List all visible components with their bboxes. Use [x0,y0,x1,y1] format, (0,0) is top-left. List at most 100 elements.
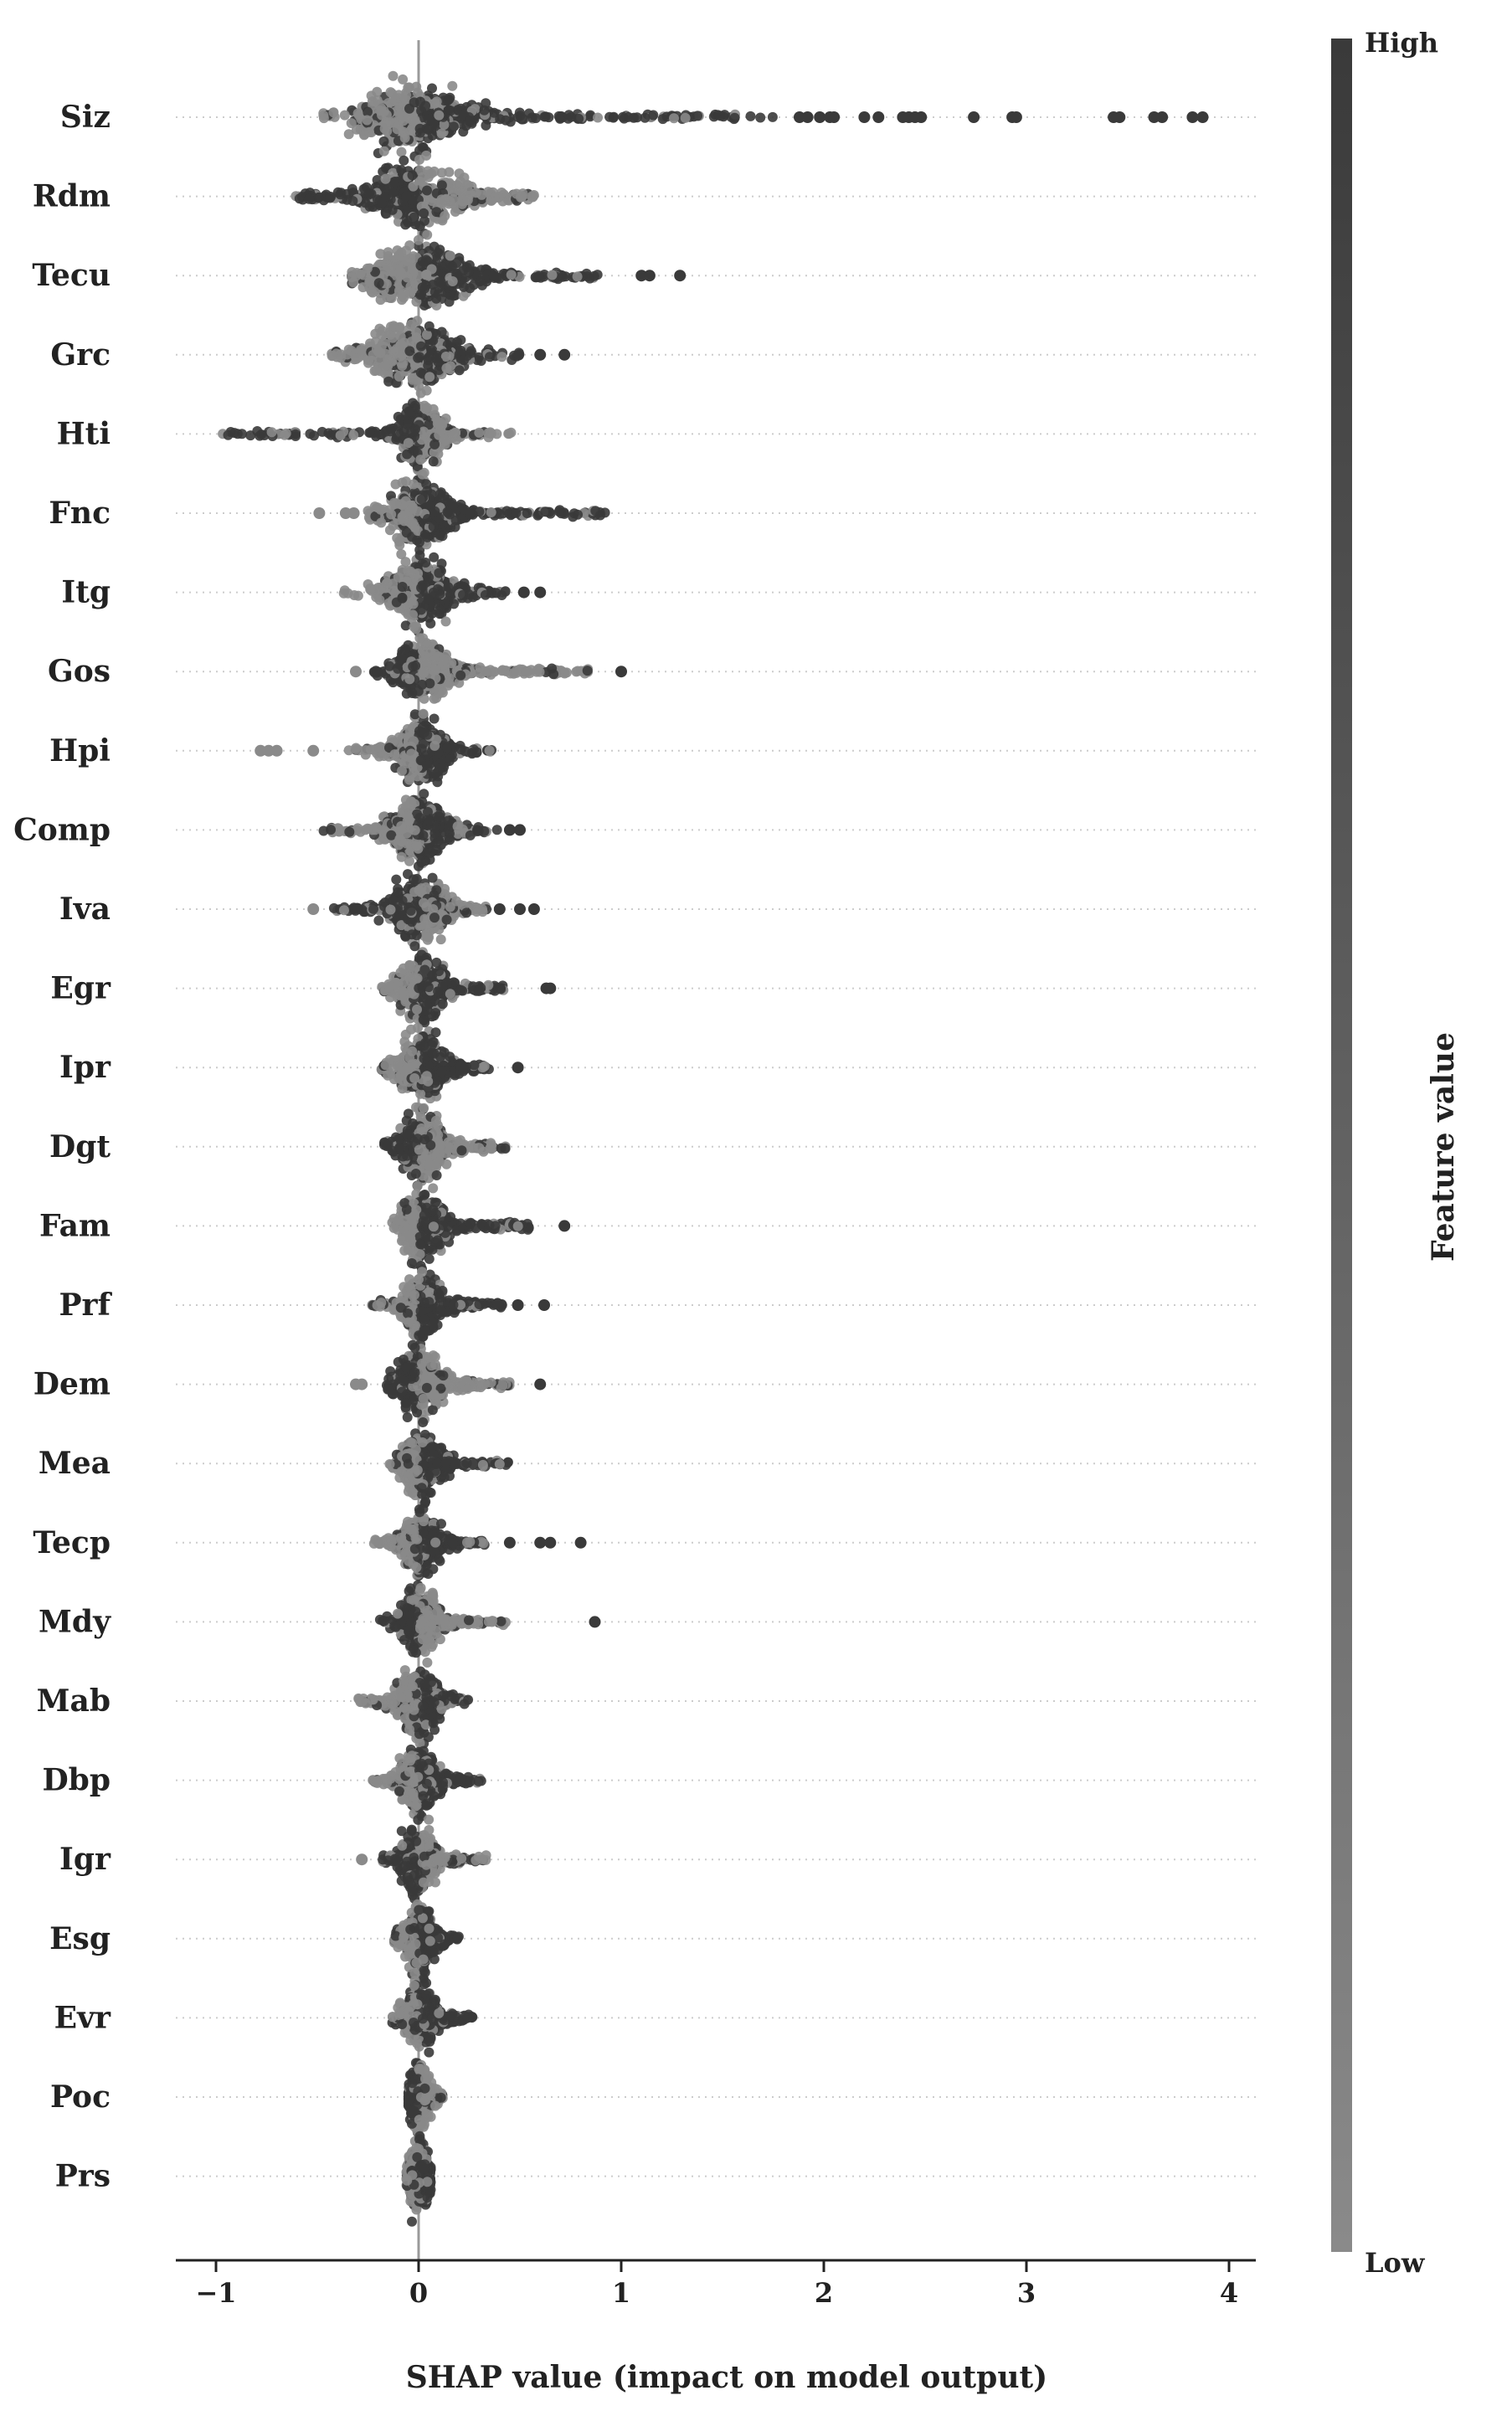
shap-point [351,743,362,753]
shap-point [409,479,419,490]
shap-point [280,428,291,439]
shap-point [291,429,301,440]
shap-point [393,371,404,382]
shap-point [439,260,450,270]
shap-point [378,146,389,157]
shap-point [417,172,428,182]
shap-point [404,674,415,685]
shap-point [429,552,440,563]
shap-point [423,594,434,605]
shap-point [573,509,583,520]
shap-point [440,210,450,221]
shap-point [582,271,593,282]
shap-point [455,335,466,346]
shap-point [362,115,373,126]
shap-point [609,111,620,122]
shap-point [411,326,422,337]
shap-point [412,535,422,546]
shap-point [445,250,455,261]
shap-point [364,126,374,137]
shap-point [355,269,366,280]
shap-point [424,678,435,689]
shap-point [409,522,420,532]
shap-point [415,755,426,766]
shap-point [313,193,324,203]
shap-point [522,508,532,518]
shap-point [383,354,393,365]
shap-point [420,558,431,568]
shap-point [427,83,437,94]
shap-point [419,667,429,678]
shap-point [517,191,527,202]
shap-point [414,123,425,134]
shap-point [593,112,603,123]
shap-point [380,208,391,219]
shap-point [385,87,396,98]
shap-point [398,74,409,85]
shap-point [430,665,441,676]
shap-point [429,506,440,517]
shap-point [434,568,445,578]
shap-point [486,195,496,206]
shap-point [522,666,532,677]
shap-point [422,403,432,413]
shap-point [379,123,390,134]
shap-point [424,572,435,583]
shap-point [433,248,444,258]
shap-point [389,749,400,760]
shap-point [377,198,387,208]
shap-point [553,506,564,517]
shap-point [375,504,386,515]
shap-point [396,549,407,559]
shap-point [418,645,428,656]
shap-point [484,745,495,756]
shap-point [491,825,502,835]
shap-outlier-point [1010,111,1022,123]
shap-point [386,509,397,520]
shap-point [436,180,447,191]
shap-outlier-point [1196,111,1209,123]
shap-point [404,240,415,251]
shap-outlier-point [534,586,547,599]
shap-point [436,194,447,205]
shap-point [394,266,405,277]
shap-point [305,429,316,440]
shap-point [415,455,426,465]
shap-point [304,193,315,204]
shap-point [401,255,412,266]
shap-point [416,494,427,505]
shap-point [396,147,407,157]
shap-point [388,70,399,81]
shap-point [390,479,401,490]
shap-point [410,661,421,671]
shap-point [363,106,373,117]
shap-point [385,426,396,437]
shap-point [558,271,568,282]
shap-point [566,111,577,122]
shap-point [444,677,455,688]
shap-point [328,107,339,118]
shap-outlier-point [347,507,360,519]
shap-point [547,270,558,280]
shap-point [495,114,506,125]
shap-point [455,744,466,755]
shap-point [378,136,389,147]
shap-point [416,341,426,352]
shap-point [485,352,495,362]
shap-point [372,86,383,97]
shap-point [339,110,350,121]
shap-point [465,346,476,357]
shap-point [506,427,517,438]
shap-point [380,173,391,184]
shap-point [338,588,349,599]
shap-point [680,112,691,123]
shap-point [373,347,383,357]
shap-point [422,185,432,196]
shap-point [755,112,766,123]
shap-point [444,167,455,177]
shap-point [513,350,524,361]
shap-point [394,540,405,551]
shap-point [648,110,659,121]
shap-point [450,515,461,526]
shap-point [582,666,593,676]
